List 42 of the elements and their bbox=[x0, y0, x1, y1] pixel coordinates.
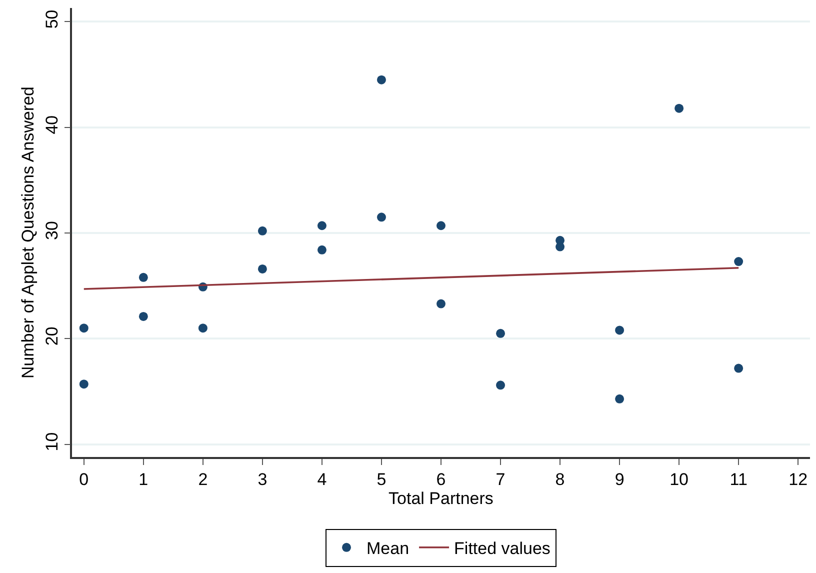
y-axis-title: Number of Applet Questions Answered bbox=[18, 86, 38, 378]
point bbox=[376, 212, 386, 222]
y-tick-label: 30 bbox=[42, 221, 62, 240]
x-tick-label: 1 bbox=[138, 470, 148, 490]
point bbox=[258, 264, 267, 274]
point bbox=[674, 104, 684, 113]
x-tick-label: 9 bbox=[614, 470, 624, 490]
point bbox=[317, 221, 326, 230]
point bbox=[138, 312, 148, 321]
x-tick-label: 12 bbox=[788, 470, 808, 490]
point bbox=[615, 394, 624, 404]
point bbox=[317, 245, 326, 254]
point bbox=[436, 299, 446, 308]
point bbox=[496, 380, 506, 390]
point bbox=[496, 328, 506, 338]
x-tick-label: 7 bbox=[496, 470, 506, 490]
point bbox=[79, 380, 88, 389]
point bbox=[436, 221, 446, 230]
point bbox=[198, 324, 208, 333]
legend-label: Fitted values bbox=[454, 539, 550, 558]
point bbox=[734, 364, 744, 373]
x-tick-label: 10 bbox=[670, 470, 689, 490]
y-tick-label: 20 bbox=[42, 326, 62, 346]
y-tick-label: 40 bbox=[42, 115, 62, 134]
point bbox=[734, 257, 744, 266]
x-tick-label: 4 bbox=[317, 470, 327, 490]
y-tick-label: 50 bbox=[42, 10, 62, 29]
x-axis-title: Total Partners bbox=[388, 489, 494, 508]
x-tick-label: 2 bbox=[198, 470, 208, 490]
x-tick-label: 0 bbox=[79, 470, 89, 490]
point bbox=[138, 272, 148, 282]
x-tick-label: 11 bbox=[730, 470, 748, 490]
x-tick-label: 5 bbox=[376, 470, 386, 490]
point bbox=[615, 326, 624, 335]
point bbox=[376, 75, 386, 84]
point bbox=[258, 226, 267, 236]
x-tick-label: 3 bbox=[258, 470, 268, 490]
point bbox=[79, 324, 88, 333]
x-tick-label: 6 bbox=[436, 470, 446, 490]
legend-label: Mean bbox=[366, 539, 410, 558]
y-tick-label: 10 bbox=[42, 432, 62, 452]
x-tick-label: 8 bbox=[555, 470, 565, 490]
